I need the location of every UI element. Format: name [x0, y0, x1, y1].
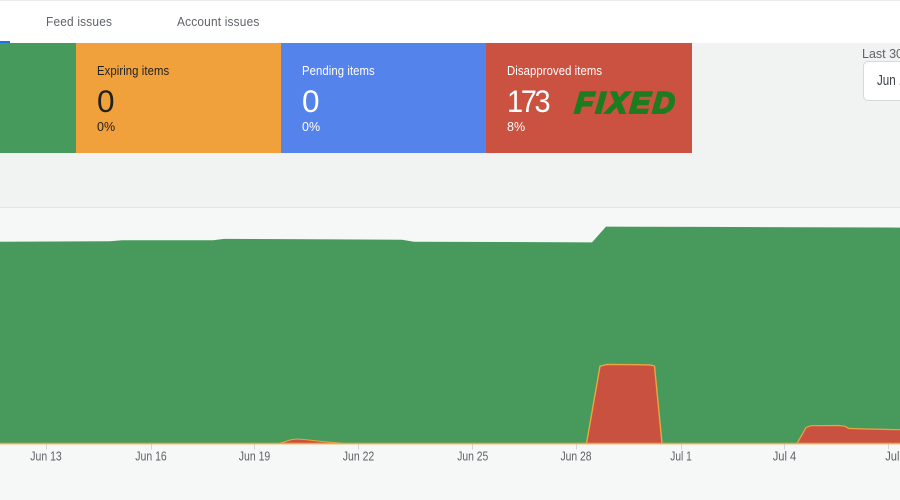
- svg-text:Jun 16: Jun 16: [135, 450, 167, 464]
- svg-text:Jun 28: Jun 28: [561, 450, 592, 464]
- svg-text:Jul 4: Jul 4: [773, 450, 797, 464]
- svg-text:Jun 13: Jun 13: [30, 450, 62, 464]
- svg-text:Jun 22: Jun 22: [343, 450, 375, 464]
- svg-text:Jun 25: Jun 25: [457, 450, 488, 464]
- svg-text:Jul 7: Jul 7: [885, 450, 900, 464]
- svg-text:Jul 1: Jul 1: [670, 450, 692, 464]
- svg-text:Jun 19: Jun 19: [239, 450, 271, 464]
